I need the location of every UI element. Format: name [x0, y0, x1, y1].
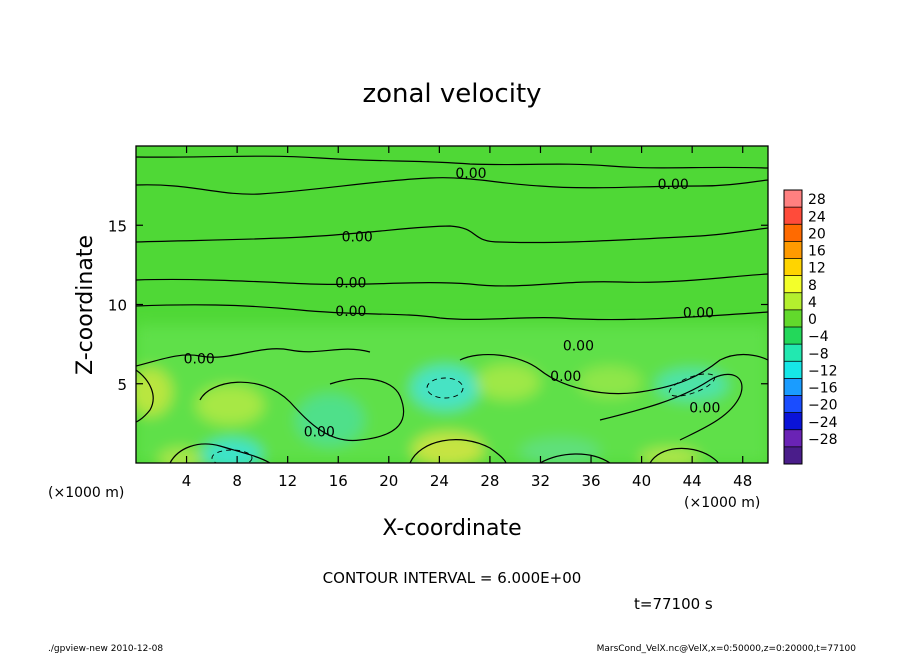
- colorbar-label: 4: [808, 295, 817, 311]
- x-tick-label: 8: [232, 472, 242, 490]
- colorbar-label: 20: [808, 226, 826, 242]
- x-tick-label: 4: [182, 472, 192, 490]
- contour-label: 0.00: [550, 369, 581, 385]
- contour-label: 0.00: [342, 229, 373, 245]
- colorbar-swatch: [784, 378, 802, 396]
- colorbar-swatch: [784, 207, 802, 225]
- contour-label: 0.00: [689, 401, 720, 417]
- colorbar-label: −12: [808, 363, 838, 379]
- colorbar-swatch: [784, 309, 802, 328]
- colorbar-swatch: [784, 258, 802, 277]
- contour-label: 0.00: [563, 339, 594, 355]
- footer-right: MarsCond_VelX.nc@VelX,x=0:50000,z=0:2000…: [597, 644, 857, 654]
- colorbar-swatch: [784, 275, 802, 294]
- x-tick-label: 16: [329, 472, 348, 490]
- x-tick-label: 48: [733, 472, 752, 490]
- x-tick-label: 20: [379, 472, 398, 490]
- x-tick-label: 36: [581, 472, 600, 490]
- contour-label: 0.00: [683, 305, 714, 321]
- contour-label: 0.00: [658, 177, 689, 193]
- colorbar-swatch: [784, 224, 802, 242]
- y-axis-label: Z-coordinate: [73, 235, 98, 375]
- contour-labels: 0.00 0.00 0.00 0.00 0.00 0.00 0.00 0.00 0.00 0.00…: [184, 166, 721, 440]
- plot-field: 0.00 0.00 0.00 0.00 0.00 0.00 0.00 0.00 0.00 0.00…: [136, 146, 768, 463]
- chart-title: zonal velocity: [362, 79, 541, 109]
- colorbar-swatch: [784, 361, 802, 379]
- contour-interval-text: CONTOUR INTERVAL = 6.000E+00: [323, 569, 582, 587]
- colorbar-label: 8: [808, 278, 817, 294]
- colorbar-swatch: [784, 327, 802, 345]
- colorbar-swatch: [784, 190, 802, 208]
- colorbar-label: 16: [808, 244, 826, 260]
- colorbar-label: −16: [808, 381, 838, 397]
- x-tick-label: 40: [632, 472, 651, 490]
- x-tick-label: 32: [531, 472, 550, 490]
- contour-label: 0.00: [304, 424, 335, 440]
- colorbar-label: −24: [808, 415, 838, 431]
- x-axis: 4 8 12 16 20 24 28 32 36 40 44 48: [182, 146, 752, 490]
- contour-lines: [136, 155, 768, 463]
- x-tick-label: 44: [683, 472, 702, 490]
- contour-label: 0.00: [455, 166, 486, 182]
- x-tick-label: 12: [278, 472, 297, 490]
- y-axis: 5 10 15: [108, 217, 768, 394]
- colorbar-swatch: [784, 446, 802, 465]
- footer-left: ./gpview-new 2010-12-08: [48, 644, 163, 654]
- x-tick-label: 28: [480, 472, 499, 490]
- colorbar-label: −4: [808, 329, 829, 345]
- colorbar-label: −28: [808, 432, 838, 448]
- y-tick-label: 15: [108, 217, 127, 235]
- time-label: t=77100 s: [634, 595, 713, 613]
- colorbar-swatch: [784, 241, 802, 259]
- contour-label: 0.00: [335, 304, 366, 320]
- y-tick-label: 5: [117, 376, 127, 394]
- x-axis-label: X-coordinate: [382, 516, 521, 541]
- colorbar-label: −8: [808, 346, 829, 362]
- colorbar-swatch: [784, 344, 802, 362]
- contour-label: 0.00: [335, 275, 366, 291]
- colorbar-label: 12: [808, 261, 826, 277]
- x-tick-label: 24: [430, 472, 449, 490]
- z-unit-label: (×1000 m): [684, 495, 760, 511]
- colorbar-swatch: [784, 412, 802, 431]
- colorbar-label: −20: [808, 398, 838, 414]
- colorbar-label: 24: [808, 209, 826, 225]
- colorbar-swatch: [784, 395, 802, 414]
- x-unit-label: (×1000 m): [48, 485, 124, 501]
- colorbar-label: 0: [808, 312, 817, 328]
- colorbar-swatch: [784, 292, 802, 311]
- contour-label: 0.00: [184, 351, 215, 367]
- colorbar-label: 28: [808, 192, 826, 208]
- colorbar-swatch: [784, 429, 802, 448]
- y-tick-label: 10: [108, 297, 127, 315]
